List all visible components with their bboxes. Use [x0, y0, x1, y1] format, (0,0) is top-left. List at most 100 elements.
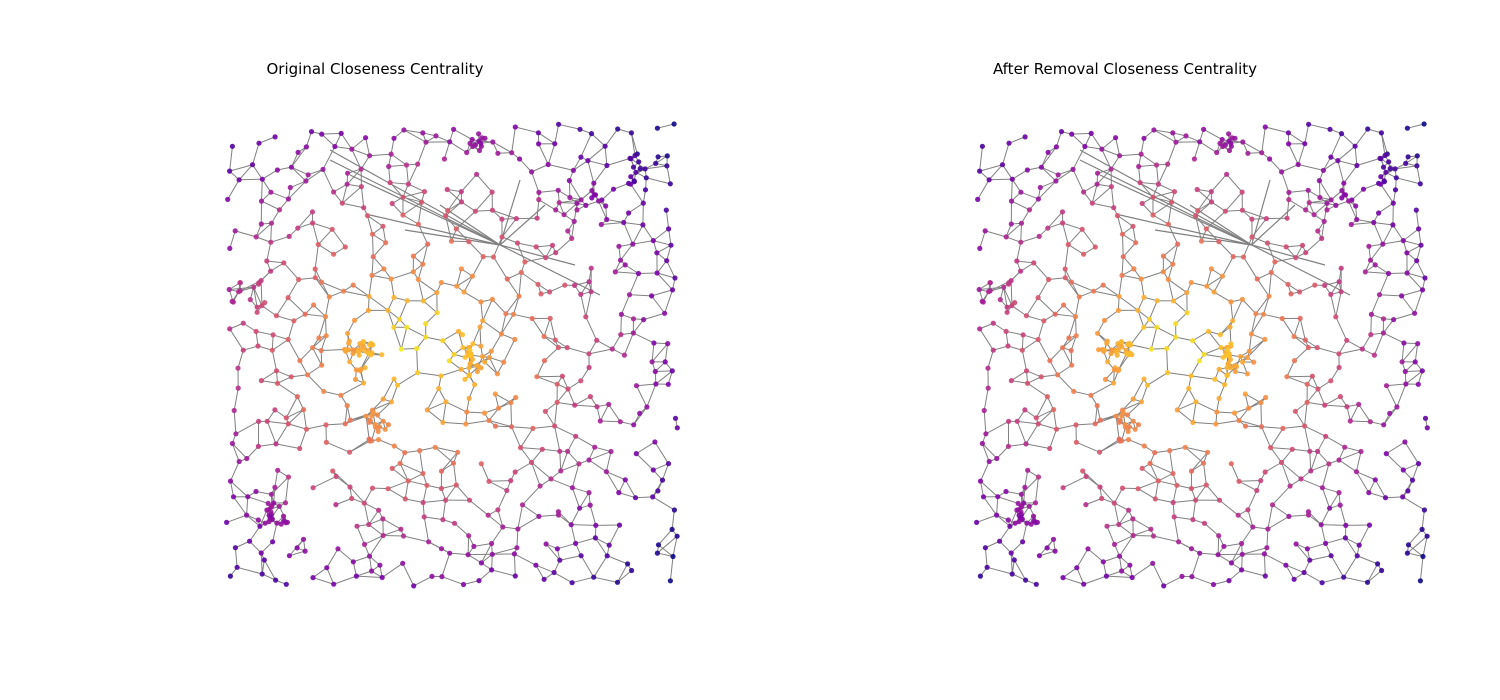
graph-edge	[456, 275, 473, 287]
graph-node	[1193, 213, 1199, 219]
graph-edge	[343, 290, 370, 297]
graph-node	[366, 351, 372, 357]
graph-node	[369, 568, 375, 574]
graph-node	[1328, 378, 1334, 384]
graph-edge	[1049, 360, 1059, 375]
graph-edge	[569, 180, 582, 201]
graph-node	[1170, 130, 1176, 136]
graph-node	[1404, 125, 1410, 131]
graph-edge	[1021, 350, 1028, 371]
graph-edge	[272, 339, 289, 351]
graph-node	[312, 275, 318, 281]
graph-node	[1061, 302, 1067, 308]
graph-edge	[596, 339, 613, 350]
graph-node	[1419, 287, 1426, 293]
graph-node	[330, 468, 336, 474]
graph-node	[421, 514, 427, 520]
graph-node	[630, 241, 636, 247]
graph-node	[229, 440, 235, 447]
graph-edge	[531, 318, 545, 337]
graph-edge	[1255, 295, 1270, 315]
graph-node	[1230, 318, 1236, 324]
graph-node	[358, 366, 364, 372]
graph-node	[621, 352, 628, 358]
graph-node	[258, 221, 264, 227]
graph-node	[1346, 198, 1352, 204]
graph-node	[662, 310, 668, 316]
graph-node	[1286, 141, 1292, 147]
graph-edge	[1317, 388, 1326, 406]
graph-node	[478, 299, 484, 305]
graph-edge	[1285, 564, 1305, 574]
graph-node	[380, 532, 386, 539]
graph-node	[352, 376, 359, 382]
graph-node	[316, 335, 322, 341]
graph-node	[1024, 520, 1030, 526]
graph-edge	[620, 314, 622, 335]
graph-node	[1383, 383, 1390, 389]
graph-node	[1018, 189, 1024, 195]
graph-edge	[1281, 462, 1291, 487]
graph-edge	[337, 548, 354, 563]
graph-edge	[1174, 516, 1193, 521]
graph-node	[366, 553, 373, 559]
graph-edge	[1243, 236, 1253, 258]
graph-edge	[1356, 157, 1381, 166]
graph-edge	[1267, 242, 1276, 263]
graph-edge	[351, 137, 366, 150]
graph-edge	[538, 514, 559, 517]
graph-edge	[368, 275, 373, 297]
graph-node	[474, 171, 480, 177]
graph-edge	[455, 484, 470, 501]
graph-node	[480, 318, 486, 324]
graph-node	[1001, 284, 1007, 290]
graph-node	[410, 253, 416, 259]
graph-node	[1365, 126, 1371, 132]
graph-node	[476, 578, 482, 584]
graph-node	[350, 559, 356, 565]
graph-edge	[1010, 280, 1013, 306]
graph-node	[261, 557, 267, 563]
graph-edge	[364, 535, 384, 545]
graph-edge	[1064, 277, 1080, 298]
graph-node	[1383, 451, 1389, 457]
graph-node	[514, 545, 520, 551]
graph-edge	[1016, 260, 1034, 264]
graph-edge	[594, 446, 612, 452]
nodes	[974, 121, 1430, 589]
graph-node	[440, 517, 446, 523]
graph-node	[1248, 331, 1254, 337]
graph-edge	[1356, 555, 1378, 565]
graph-edge	[266, 242, 272, 262]
graph-node	[1183, 133, 1189, 139]
graph-node	[990, 320, 996, 326]
graph-edge	[305, 131, 312, 148]
graph-node	[1132, 426, 1138, 432]
graph-node	[1358, 448, 1364, 455]
graph-node	[322, 314, 329, 320]
graph-edge	[977, 179, 990, 200]
graph-node	[596, 198, 602, 204]
graph-edge	[661, 463, 669, 481]
graph-node	[1153, 162, 1160, 168]
graph-node	[641, 317, 647, 323]
graph-edge	[388, 164, 407, 168]
graph-node	[227, 573, 233, 579]
graph-edge	[1330, 133, 1342, 158]
graph-node	[1304, 399, 1310, 405]
graph-edge	[1055, 169, 1074, 182]
graph-node	[1227, 324, 1233, 330]
graph-edge	[643, 312, 665, 321]
graph-node	[1150, 194, 1156, 200]
graph-node	[593, 522, 599, 529]
graph-node	[253, 488, 259, 495]
graph-node	[225, 196, 231, 202]
graph-node	[324, 565, 330, 571]
graph-edge	[407, 163, 419, 185]
graph-node	[587, 502, 593, 508]
graph-edge	[1193, 141, 1201, 160]
graph-node	[1016, 519, 1022, 525]
graph-edge	[1415, 210, 1420, 229]
graph-edge	[277, 382, 298, 398]
graph-edge	[538, 143, 549, 165]
